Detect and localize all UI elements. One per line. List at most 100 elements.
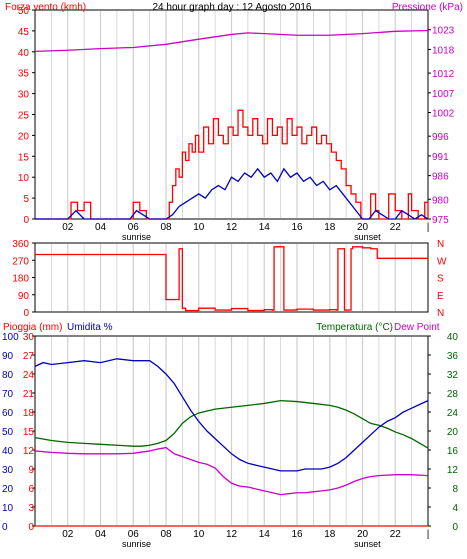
- humidity-tick-label: 0: [2, 522, 8, 533]
- x-tick-label: 14: [259, 529, 271, 540]
- direction-tick-label: 0: [23, 308, 29, 319]
- humidity-axis-label: Umidita %: [67, 322, 113, 333]
- x-tick-label: 18: [324, 529, 336, 540]
- sunrise-label: sunrise: [122, 539, 151, 549]
- direction-compass-label: N: [437, 239, 444, 250]
- pressure-tick-label: 996: [432, 132, 449, 143]
- wind-tick-label: 30: [18, 90, 30, 101]
- temperature-tick-label: 40: [447, 332, 459, 343]
- pressure-tick-label: 991: [432, 152, 449, 163]
- rain-tick-label: 3: [28, 503, 34, 514]
- pressure-tick-label: 1012: [432, 69, 455, 80]
- direction-compass-label: N: [437, 308, 444, 319]
- temperature-tick-label: 4: [452, 503, 458, 514]
- humidity-tick-label: 40: [2, 446, 14, 457]
- wind-tick-label: 35: [18, 69, 30, 80]
- rain-tick-label: 30: [23, 332, 35, 343]
- x-tick-label: 10: [193, 222, 205, 233]
- x-tick-label: 02: [62, 529, 74, 540]
- pressure-tick-label: 1002: [432, 109, 455, 120]
- x-tick-label: 18: [324, 222, 336, 233]
- x-tick-label: 08: [160, 222, 172, 233]
- x-tick-label: 14: [259, 222, 271, 233]
- x-tick-label: 16: [291, 529, 303, 540]
- x-tick-label: |: [427, 222, 430, 233]
- pressure-line: [34, 29, 429, 53]
- rain-tick-label: 9: [28, 465, 34, 476]
- temperature-line: [34, 399, 429, 449]
- pressure-tick-label: 1018: [432, 45, 455, 56]
- direction-tick-label: 180: [12, 274, 29, 285]
- wind-direction-line: [35, 246, 428, 312]
- humidity-tick-label: 100: [2, 332, 19, 343]
- x-tick-label: 16: [291, 222, 303, 233]
- humidity-line: [34, 358, 429, 472]
- rain-tick-label: 27: [23, 351, 35, 362]
- rain-tick-label: 15: [23, 427, 35, 438]
- temperature-tick-label: 8: [452, 484, 458, 495]
- temperature-axis-label: Temperatura (°C): [316, 322, 393, 333]
- sunset-label: sunset: [354, 539, 381, 549]
- wind-tick-label: 45: [18, 27, 30, 38]
- temperature-tick-label: 20: [447, 427, 459, 438]
- temperature-tick-label: 28: [447, 389, 459, 400]
- x-tick-label: |: [427, 529, 430, 540]
- wind-tick-label: 0: [23, 215, 29, 226]
- temperature-tick-label: 24: [447, 408, 459, 419]
- pressure-tick-label: 975: [432, 215, 449, 226]
- wind-tick-label: 25: [18, 111, 30, 122]
- humidity-tick-label: 30: [2, 465, 14, 476]
- direction-tick-label: 270: [12, 256, 29, 267]
- x-tick-label: 22: [390, 529, 402, 540]
- humidity-tick-label: 90: [2, 351, 14, 362]
- humidity-tick-label: 80: [2, 370, 14, 381]
- wind-tick-label: 40: [18, 48, 30, 59]
- x-tick-label: 04: [95, 529, 107, 540]
- rain-tick-label: 6: [28, 484, 34, 495]
- dewpoint-axis-label: Dew Point: [394, 322, 440, 333]
- x-tick-label: 02: [62, 222, 74, 233]
- pressure-tick-label: 1007: [432, 89, 455, 100]
- rain-tick-label: 0: [28, 522, 34, 533]
- wind-average-line: [35, 167, 429, 220]
- direction-compass-label: W: [437, 256, 447, 267]
- x-tick-label: 22: [390, 222, 402, 233]
- dewpoint-line: [34, 446, 429, 496]
- wind-axis-label: Forza vento (kmh): [5, 2, 86, 13]
- wind-tick-label: 50: [18, 6, 30, 17]
- temperature-tick-label: 32: [447, 370, 459, 381]
- temperature-tick-label: 16: [447, 446, 459, 457]
- temperature-tick-label: 12: [447, 465, 459, 476]
- x-tick-label: 20: [357, 529, 369, 540]
- humidity-tick-label: 10: [2, 503, 14, 514]
- x-tick-label: 12: [226, 222, 238, 233]
- x-tick-label: 20: [357, 222, 369, 233]
- chart-title: 24 hour graph day : 12 Agosto 2016: [152, 2, 311, 13]
- x-tick-label: 10: [193, 529, 205, 540]
- humidity-tick-label: 20: [2, 484, 14, 495]
- x-tick-label: 04: [95, 222, 107, 233]
- rain-tick-label: 21: [23, 389, 35, 400]
- pressure-tick-label: 1023: [432, 26, 455, 37]
- direction-tick-label: 360: [12, 239, 29, 250]
- x-tick-label: 12: [226, 529, 238, 540]
- pressure-tick-label: 980: [432, 195, 449, 206]
- humidity-tick-label: 70: [2, 389, 14, 400]
- wind-tick-label: 15: [18, 152, 30, 163]
- rain-tick-label: 12: [23, 446, 35, 457]
- wind-tick-label: 10: [18, 173, 30, 184]
- direction-compass-label: E: [437, 291, 444, 302]
- humidity-tick-label: 60: [2, 408, 14, 419]
- sunset-label: sunset: [354, 232, 381, 242]
- temperature-tick-label: 0: [452, 522, 458, 533]
- rain-tick-label: 24: [23, 370, 35, 381]
- temperature-tick-label: 36: [447, 351, 459, 362]
- x-tick-label: 08: [160, 529, 172, 540]
- wind-tick-label: 20: [18, 131, 30, 142]
- wind-tick-label: 5: [23, 194, 29, 205]
- pressure-tick-label: 986: [432, 172, 449, 183]
- direction-tick-label: 90: [18, 291, 30, 302]
- humidity-tick-label: 50: [2, 427, 14, 438]
